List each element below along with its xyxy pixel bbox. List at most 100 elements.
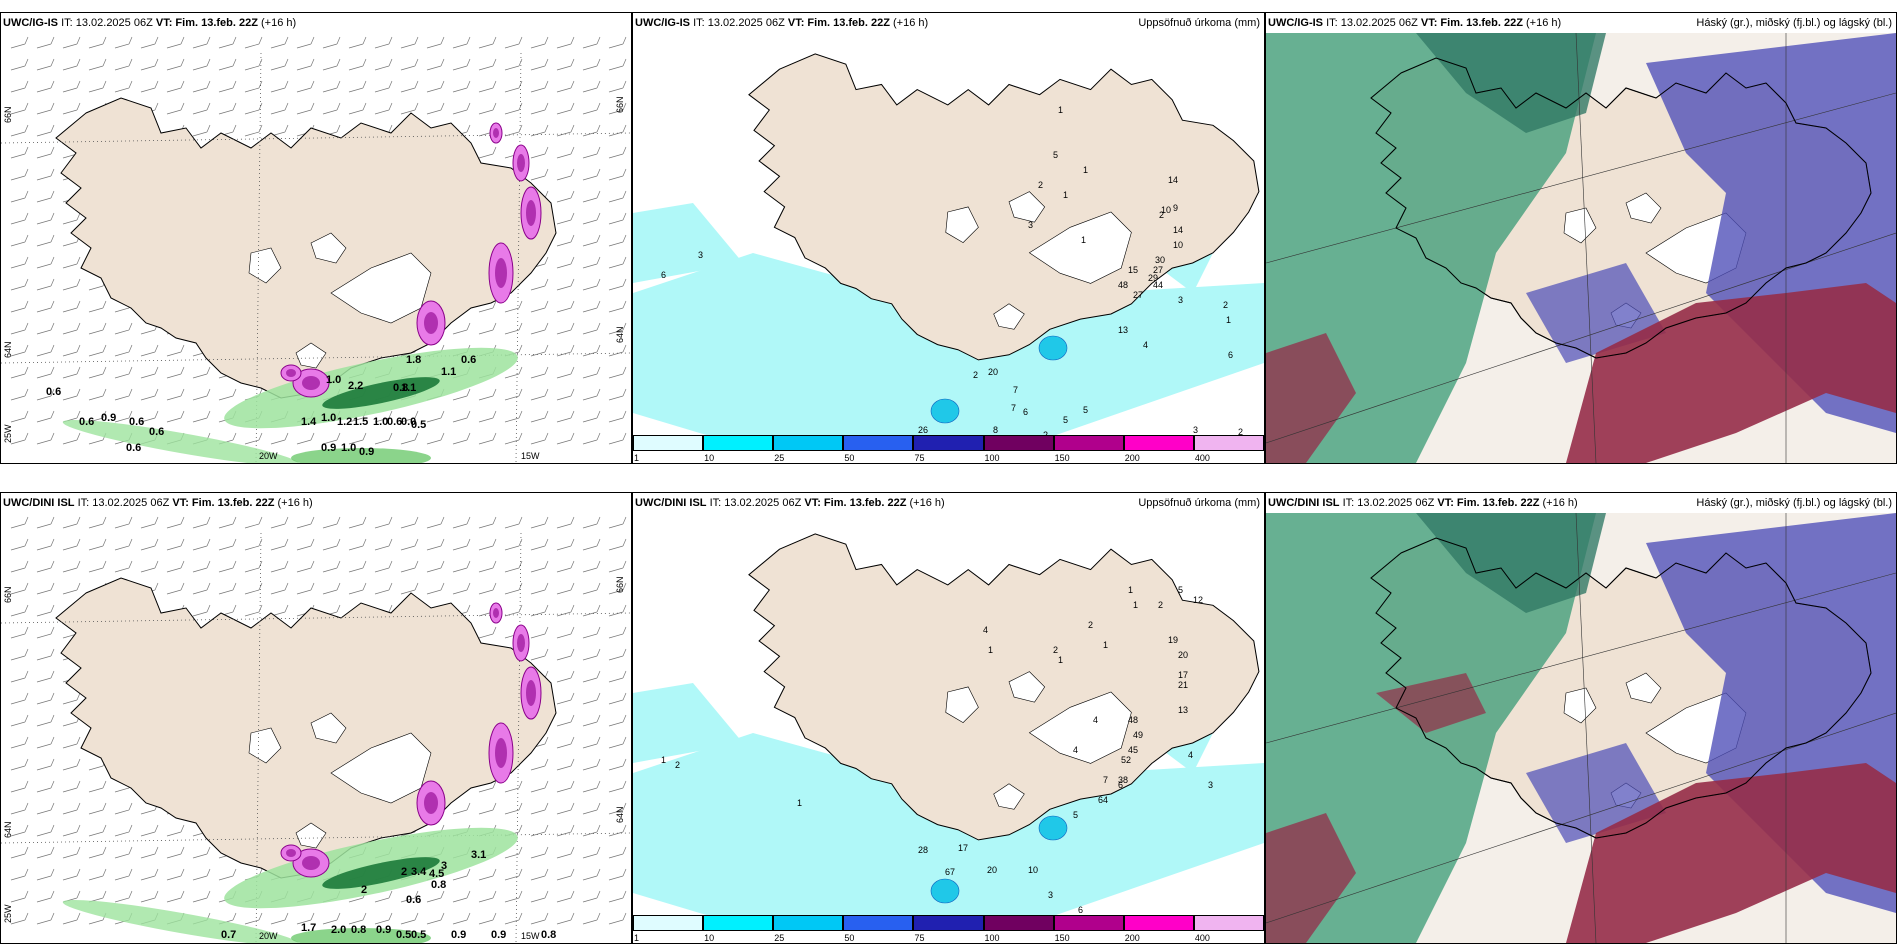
- wind-barb: [10, 875, 26, 881]
- wind-barb: [62, 699, 78, 705]
- wind-barb-flag: [544, 582, 549, 591]
- wind-barb: [556, 809, 572, 815]
- wind-barb-flag: [206, 560, 211, 569]
- wind-barb: [10, 743, 26, 749]
- wind-barb: [556, 567, 572, 573]
- precip-colorbar: 1 10 25 50 75 100 150 200 400: [633, 913, 1264, 943]
- wind-barb: [244, 589, 260, 595]
- wind-barb: [192, 567, 208, 573]
- wind-barb: [62, 743, 78, 749]
- wind-barb: [556, 655, 572, 661]
- wind-barb: [322, 65, 338, 71]
- wind-barb-flag: [50, 322, 55, 331]
- wind-barb: [582, 699, 598, 705]
- convective-core: [493, 128, 499, 138]
- wind-barb-flag: [622, 582, 627, 591]
- wind-barb: [166, 87, 182, 93]
- precip-value-label: 48: [1128, 715, 1138, 725]
- wind-barb: [218, 109, 234, 115]
- wind-barb-flag: [596, 912, 601, 921]
- precip-value-label: 1: [1226, 315, 1231, 325]
- wind-barb-flag: [50, 432, 55, 441]
- wind-barb: [452, 919, 468, 925]
- wind-barb: [166, 875, 182, 881]
- wind-barb: [62, 219, 78, 225]
- wind-barb: [556, 395, 572, 401]
- wind-barb: [426, 523, 442, 529]
- model-name: UWC/DINI ISL: [3, 497, 75, 509]
- wind-barb: [62, 109, 78, 115]
- wind-barb-flag: [544, 516, 549, 525]
- wind-barb: [374, 109, 390, 115]
- iceland-group: [748, 533, 1260, 841]
- wind-barb-flag: [570, 516, 575, 525]
- lon-label: 20W: [259, 931, 278, 941]
- wind-barb: [530, 611, 546, 617]
- wind-barb-flag: [310, 912, 315, 921]
- wind-barb-flag: [518, 388, 523, 397]
- glacier: [1008, 191, 1046, 223]
- wind-barb-flag: [50, 366, 55, 375]
- wind-barb: [348, 589, 364, 595]
- wind-barb: [36, 197, 52, 203]
- glacier: [330, 732, 432, 804]
- wind-barb-flag: [414, 516, 419, 525]
- wind-barb-flag: [544, 868, 549, 877]
- wind-barb: [10, 721, 26, 727]
- wind-barb-flag: [466, 410, 471, 419]
- wind-barb-flag: [622, 560, 627, 569]
- graticule-line: [255, 52, 262, 463]
- wind-barb-flag: [232, 388, 237, 397]
- wind-barb: [348, 43, 364, 49]
- wind-barb: [166, 65, 182, 71]
- precip-value-label: 8: [993, 425, 998, 435]
- precip-value-label: 3: [1048, 890, 1053, 900]
- wind-barb-flag: [622, 714, 627, 723]
- wind-value-label: 0.9: [451, 929, 466, 941]
- cloud-panel-row1: UWC/IG-IS IT: 13.02.2025 06Z VT: Fim. 13…: [1265, 12, 1897, 464]
- precip-value-label: 6: [1098, 795, 1103, 805]
- colorbar-level-label: 1: [634, 933, 640, 943]
- wind-barb-flag: [570, 714, 575, 723]
- wind-barb-flag: [622, 278, 627, 287]
- wind-barb-flag: [128, 538, 133, 547]
- wind-value-label: 0.9: [491, 929, 506, 941]
- wind-barb-flag: [206, 36, 211, 45]
- wind-barb-flag: [518, 802, 523, 811]
- wind-barb: [608, 241, 624, 247]
- wind-barb: [88, 65, 104, 71]
- precip-value-label: 1: [661, 755, 666, 765]
- wind-barb-flag: [596, 58, 601, 67]
- wind-barb: [192, 897, 208, 903]
- wind-barb: [192, 373, 208, 379]
- wind-barb-flag: [50, 868, 55, 877]
- wind-barb-flag: [440, 912, 445, 921]
- wind-value-label: 0.6: [126, 442, 141, 454]
- wind-barb: [582, 329, 598, 335]
- wind-barb: [608, 153, 624, 159]
- wind-barb: [374, 919, 390, 925]
- wind-value-label: 0.6: [79, 416, 94, 428]
- wind-barb-flag: [50, 714, 55, 723]
- wind-barb: [270, 439, 286, 445]
- wind-barb-flag: [362, 102, 367, 111]
- wind-barb-flag: [362, 432, 367, 441]
- wind-barb-flag: [310, 80, 315, 89]
- wind-barb: [608, 87, 624, 93]
- wind-barb-flag: [50, 670, 55, 679]
- colorbar-segment: [843, 435, 914, 451]
- wind-barb: [582, 307, 598, 313]
- wind-barb-flag: [128, 410, 133, 419]
- wind-barb: [608, 589, 624, 595]
- wind-barb: [270, 109, 286, 115]
- wind-barb-flag: [596, 102, 601, 111]
- wind-barb: [192, 87, 208, 93]
- precip-value-label: 1: [1058, 105, 1063, 115]
- wind-barb-flag: [76, 846, 81, 855]
- precip-value-label: 2: [973, 370, 978, 380]
- wind-barb-flag: [596, 36, 601, 45]
- wind-barb-flag: [336, 58, 341, 67]
- wind-barb-flag: [76, 824, 81, 833]
- wind-barb-flag: [24, 868, 29, 877]
- wind-barb: [36, 65, 52, 71]
